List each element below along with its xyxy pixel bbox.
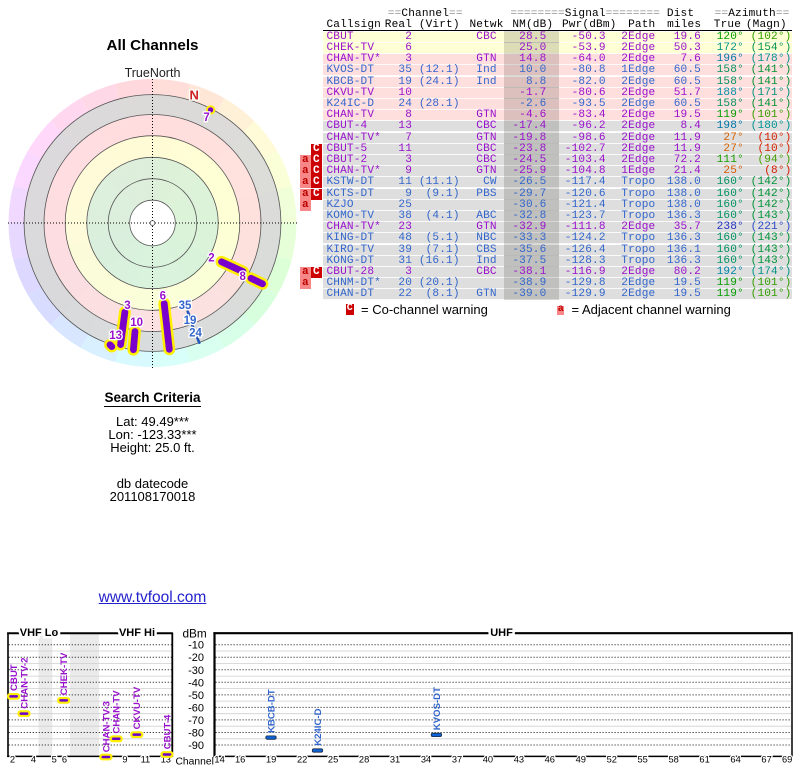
svg-text:34: 34 [421, 755, 431, 765]
svg-text:13: 13 [109, 330, 122, 342]
svg-text:11: 11 [141, 755, 151, 765]
svg-text:2: 2 [10, 755, 15, 765]
svg-text:CHAN-TV-3: CHAN-TV-3 [101, 701, 112, 752]
svg-text:-80: -80 [188, 728, 204, 740]
svg-text:CBUT: CBUT [9, 664, 20, 691]
svg-text:N: N [190, 88, 199, 103]
svg-text:64: 64 [730, 755, 740, 765]
svg-text:19: 19 [266, 755, 276, 765]
svg-text:CHAN-TV: CHAN-TV [112, 690, 123, 734]
svg-text:6: 6 [62, 755, 67, 765]
svg-text:61: 61 [699, 755, 709, 765]
svg-text:28: 28 [359, 755, 369, 765]
svg-text:67: 67 [761, 755, 771, 765]
svg-text:KVOS-DT: KVOS-DT [432, 687, 443, 730]
svg-text:VHF Lo: VHF Lo [20, 627, 59, 639]
svg-text:KBCB-DT: KBCB-DT [266, 689, 277, 733]
svg-text:-50: -50 [188, 690, 204, 702]
svg-text:2: 2 [208, 253, 214, 265]
svg-text:40: 40 [483, 755, 493, 765]
svg-text:5: 5 [52, 755, 57, 765]
svg-text:14: 14 [214, 755, 224, 765]
svg-text:-40: -40 [188, 677, 204, 689]
svg-text:22: 22 [297, 755, 307, 765]
svg-text:3: 3 [124, 300, 130, 312]
svg-text:CHEK-TV: CHEK-TV [59, 652, 70, 695]
svg-text:49: 49 [576, 755, 586, 765]
svg-text:10: 10 [130, 317, 143, 329]
svg-text:4: 4 [31, 755, 36, 765]
svg-text:CBUT-4: CBUT-4 [162, 714, 173, 749]
svg-text:K24IC-D: K24IC-D [313, 708, 324, 745]
svg-text:24: 24 [189, 328, 202, 340]
svg-text:19: 19 [184, 315, 197, 327]
svg-text:9: 9 [122, 755, 127, 765]
svg-text:8: 8 [239, 271, 246, 283]
svg-text:37: 37 [452, 755, 462, 765]
svg-text:-60: -60 [188, 702, 204, 714]
svg-text:CKVU-TV: CKVU-TV [132, 686, 143, 729]
svg-text:43: 43 [514, 755, 524, 765]
svg-text:-70: -70 [188, 715, 204, 727]
svg-text:16: 16 [235, 755, 245, 765]
svg-text:CHAN-TV-2: CHAN-TV-2 [19, 658, 30, 709]
svg-text:-90: -90 [188, 740, 204, 752]
svg-text:dBm: dBm [183, 627, 207, 641]
svg-text:55: 55 [638, 755, 648, 765]
svg-text:7: 7 [203, 112, 209, 124]
svg-text:-30: -30 [188, 665, 204, 677]
svg-text:-20: -20 [188, 652, 204, 664]
svg-text:25: 25 [328, 755, 338, 765]
svg-text:Channel: Channel [176, 757, 214, 768]
svg-text:46: 46 [545, 755, 555, 765]
svg-text:-10: -10 [188, 640, 204, 652]
svg-text:6: 6 [160, 291, 166, 303]
svg-text:52: 52 [607, 755, 617, 765]
svg-text:31: 31 [390, 755, 400, 765]
svg-text:69: 69 [782, 755, 792, 765]
svg-text:VHF Hi: VHF Hi [119, 627, 155, 639]
svg-text:35: 35 [179, 300, 192, 312]
svg-text:UHF: UHF [490, 627, 513, 639]
svg-text:58: 58 [669, 755, 679, 765]
